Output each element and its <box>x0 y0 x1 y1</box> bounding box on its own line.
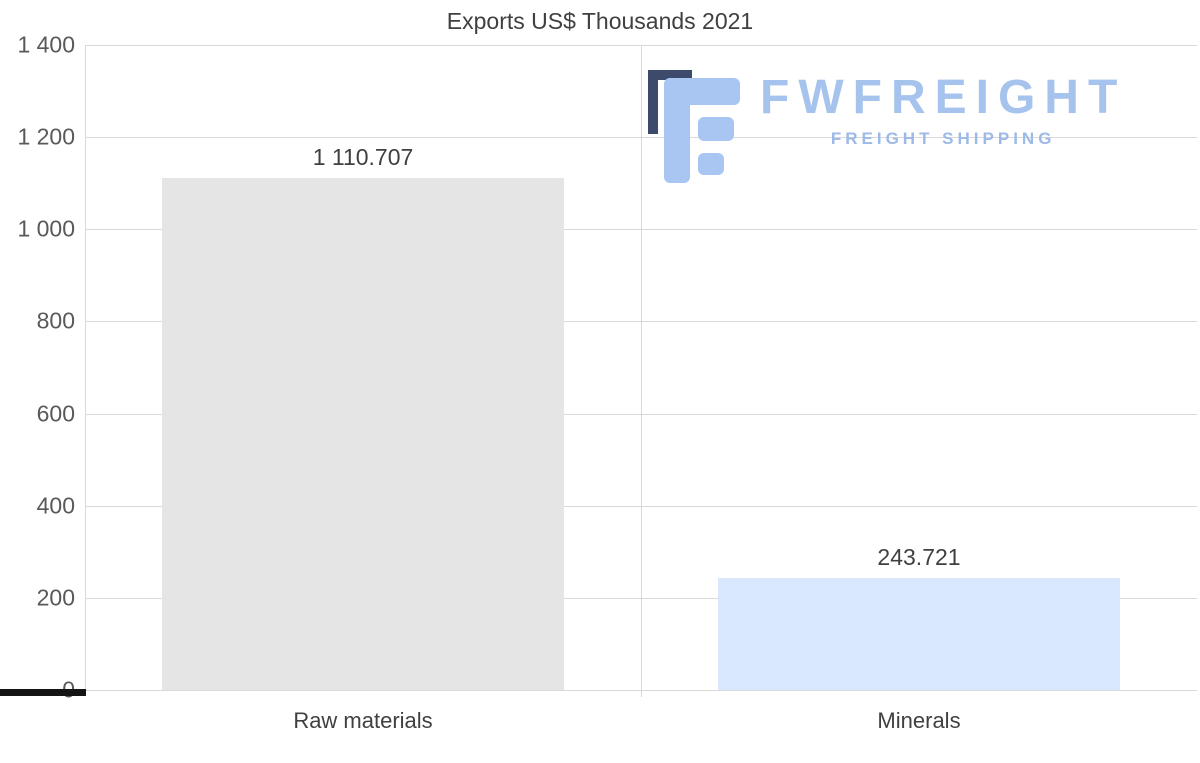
y-axis-tick-label: 400 <box>36 492 75 519</box>
fwfreight-logo-icon <box>648 70 740 183</box>
bar-value-label: 1 110.707 <box>312 144 414 171</box>
y-axis-tick-label: 600 <box>36 400 75 427</box>
y-axis-tick-label: 200 <box>36 584 75 611</box>
x-axis-dark-segment <box>0 689 86 696</box>
bar-raw-materials <box>162 178 564 690</box>
y-axis-tick-label: 1 400 <box>17 31 75 58</box>
logo-name: FWFREIGHT <box>760 71 1127 124</box>
y-axis-tick-label: 800 <box>36 307 75 334</box>
chart-title: Exports US$ Thousands 2021 <box>446 8 754 34</box>
y-axis-tick-label: 1 000 <box>17 215 75 242</box>
x-axis-category-label: Raw materials <box>293 708 433 733</box>
fwfreight-logo: FWFREIGHT FREIGHT SHIPPING <box>648 70 1126 183</box>
bar-minerals <box>718 577 1120 690</box>
bar-value-label: 243.721 <box>877 543 961 570</box>
logo-tagline: FREIGHT SHIPPING <box>830 129 1056 149</box>
logo-text-block: FWFREIGHT FREIGHT SHIPPING <box>760 70 1126 149</box>
x-axis-category-label: Minerals <box>877 708 961 733</box>
category-divider-line <box>641 45 642 697</box>
y-axis-line <box>85 45 86 690</box>
y-axis-tick-label: 1 200 <box>17 123 75 150</box>
